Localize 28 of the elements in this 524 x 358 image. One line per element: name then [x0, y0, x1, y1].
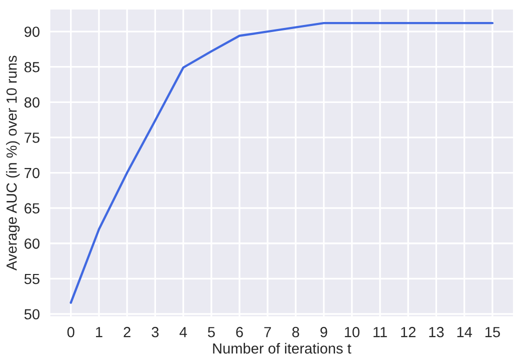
y-tick-label: 90 — [24, 26, 40, 37]
x-tick-label: 14 — [457, 327, 472, 338]
x-tick-label: 0 — [67, 326, 74, 338]
line-series — [70, 22, 494, 304]
x-tick-label: 11 — [374, 327, 387, 338]
x-tick-label: 5 — [208, 327, 215, 338]
y-tick-label: 70 — [24, 168, 40, 178]
x-tick-label: 13 — [429, 326, 444, 338]
x-tick-label: 2 — [124, 326, 130, 338]
x-tick-label: 9 — [320, 326, 328, 338]
y-tick-label: 80 — [24, 97, 40, 108]
y-tick-label: 65 — [24, 203, 40, 214]
x-tick-label: 1 — [96, 327, 102, 338]
x-tick-label: 8 — [292, 326, 300, 338]
x-tick-label: 4 — [180, 327, 187, 338]
y-tick-label: 50 — [24, 309, 40, 320]
y-tick-label: 55 — [24, 274, 40, 284]
x-axis-title: Number of iterations t — [213, 342, 352, 354]
x-tick-label: 12 — [401, 326, 416, 338]
x-tick-label: 7 — [264, 327, 271, 338]
x-tick-label: 10 — [344, 326, 360, 338]
y-tick-label: 75 — [24, 132, 40, 143]
x-tick-label: 6 — [236, 326, 243, 338]
y-axis-title: Average AUC (in %) over 10 runs — [6, 56, 20, 271]
y-tick-label: 60 — [24, 238, 40, 249]
x-tick-label: 3 — [152, 326, 159, 338]
x-tick-label: 15 — [485, 327, 500, 338]
y-tick-label: 85 — [24, 62, 40, 72]
